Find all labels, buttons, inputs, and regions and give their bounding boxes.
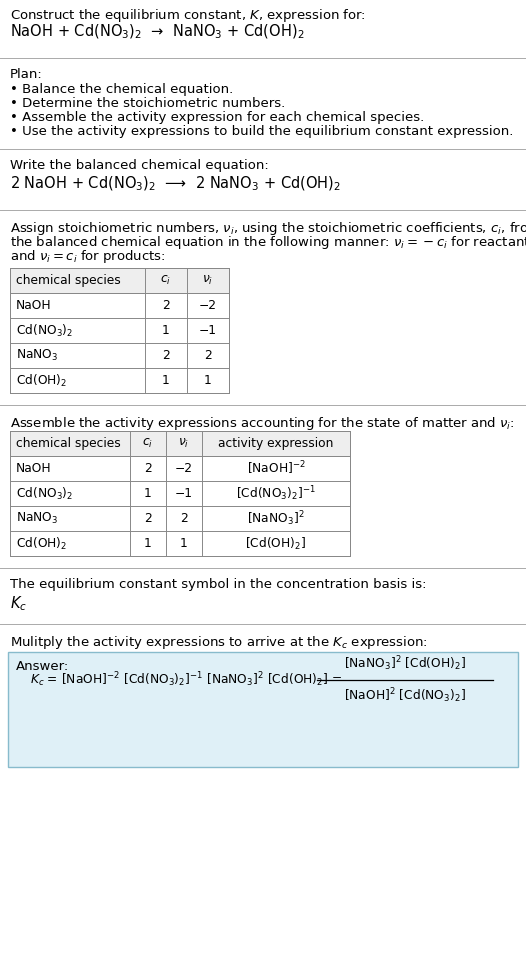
FancyBboxPatch shape xyxy=(8,652,518,767)
Text: NaNO$_3$: NaNO$_3$ xyxy=(16,348,58,363)
Text: activity expression: activity expression xyxy=(218,437,333,450)
Bar xyxy=(10,456,350,556)
Text: and $\nu_i = c_i$ for products:: and $\nu_i = c_i$ for products: xyxy=(10,248,166,265)
Text: −2: −2 xyxy=(175,462,193,475)
Text: $c_i$: $c_i$ xyxy=(143,437,154,450)
Text: −1: −1 xyxy=(175,487,193,500)
Text: [NaNO$_3$]$^2$ [Cd(OH)$_2$]: [NaNO$_3$]$^2$ [Cd(OH)$_2$] xyxy=(344,655,466,673)
Text: [NaNO$_3$]$^2$: [NaNO$_3$]$^2$ xyxy=(247,509,305,527)
Text: NaOH: NaOH xyxy=(16,462,52,475)
Text: • Use the activity expressions to build the equilibrium constant expression.: • Use the activity expressions to build … xyxy=(10,125,513,138)
Text: chemical species: chemical species xyxy=(16,437,121,450)
Text: 2: 2 xyxy=(162,299,170,312)
Text: 1: 1 xyxy=(204,374,212,387)
Text: $K_c$: $K_c$ xyxy=(10,594,27,613)
Text: chemical species: chemical species xyxy=(16,274,121,287)
Text: 2: 2 xyxy=(204,349,212,362)
Text: 1: 1 xyxy=(144,537,152,550)
Text: $K_c$ = [NaOH]$^{-2}$ [Cd(NO$_3$)$_2$]$^{-1}$ [NaNO$_3$]$^2$ [Cd(OH)$_2$] =: $K_c$ = [NaOH]$^{-2}$ [Cd(NO$_3$)$_2$]$^… xyxy=(30,670,342,690)
Text: −1: −1 xyxy=(199,324,217,337)
Text: Write the balanced chemical equation:: Write the balanced chemical equation: xyxy=(10,159,269,172)
Bar xyxy=(10,268,229,293)
Text: 2: 2 xyxy=(162,349,170,362)
Text: Mulitply the activity expressions to arrive at the $K_c$ expression:: Mulitply the activity expressions to arr… xyxy=(10,634,428,651)
Text: Assign stoichiometric numbers, $\nu_i$, using the stoichiometric coefficients, $: Assign stoichiometric numbers, $\nu_i$, … xyxy=(10,220,526,237)
Text: 2: 2 xyxy=(180,512,188,525)
Text: −2: −2 xyxy=(199,299,217,312)
Text: 1: 1 xyxy=(162,324,170,337)
Text: Cd(NO$_3$)$_2$: Cd(NO$_3$)$_2$ xyxy=(16,322,73,339)
Text: Construct the equilibrium constant, $K$, expression for:: Construct the equilibrium constant, $K$,… xyxy=(10,7,366,24)
Text: The equilibrium constant symbol in the concentration basis is:: The equilibrium constant symbol in the c… xyxy=(10,578,427,591)
Text: Cd(OH)$_2$: Cd(OH)$_2$ xyxy=(16,372,67,388)
Text: Cd(OH)$_2$: Cd(OH)$_2$ xyxy=(16,535,67,551)
Text: • Balance the chemical equation.: • Balance the chemical equation. xyxy=(10,83,233,96)
Text: $c_i$: $c_i$ xyxy=(160,274,171,287)
Bar xyxy=(10,431,350,456)
Bar xyxy=(10,293,229,393)
Text: • Determine the stoichiometric numbers.: • Determine the stoichiometric numbers. xyxy=(10,97,285,110)
Text: Cd(NO$_3$)$_2$: Cd(NO$_3$)$_2$ xyxy=(16,485,73,502)
Text: NaOH + Cd(NO$_3$)$_2$  →  NaNO$_3$ + Cd(OH)$_2$: NaOH + Cd(NO$_3$)$_2$ → NaNO$_3$ + Cd(OH… xyxy=(10,23,305,41)
Text: Assemble the activity expressions accounting for the state of matter and $\nu_i$: Assemble the activity expressions accoun… xyxy=(10,415,515,432)
Text: Answer:: Answer: xyxy=(16,660,69,673)
Text: [Cd(OH)$_2$]: [Cd(OH)$_2$] xyxy=(246,535,307,551)
Text: 2: 2 xyxy=(144,512,152,525)
Text: the balanced chemical equation in the following manner: $\nu_i = -c_i$ for react: the balanced chemical equation in the fo… xyxy=(10,234,526,251)
Text: 2 NaOH + Cd(NO$_3$)$_2$  ⟶  2 NaNO$_3$ + Cd(OH)$_2$: 2 NaOH + Cd(NO$_3$)$_2$ ⟶ 2 NaNO$_3$ + C… xyxy=(10,175,341,194)
Text: [NaOH]$^2$ [Cd(NO$_3$)$_2$]: [NaOH]$^2$ [Cd(NO$_3$)$_2$] xyxy=(344,687,466,706)
Text: 1: 1 xyxy=(180,537,188,550)
Text: [Cd(NO$_3$)$_2$]$^{-1}$: [Cd(NO$_3$)$_2$]$^{-1}$ xyxy=(236,484,316,503)
Text: • Assemble the activity expression for each chemical species.: • Assemble the activity expression for e… xyxy=(10,111,424,124)
Text: NaOH: NaOH xyxy=(16,299,52,312)
Text: $\nu_i$: $\nu_i$ xyxy=(178,437,189,450)
Text: $\nu_i$: $\nu_i$ xyxy=(203,274,214,287)
Text: [NaOH]$^{-2}$: [NaOH]$^{-2}$ xyxy=(247,459,306,478)
Text: 1: 1 xyxy=(144,487,152,500)
Text: 1: 1 xyxy=(162,374,170,387)
Text: Plan:: Plan: xyxy=(10,68,43,81)
Text: NaNO$_3$: NaNO$_3$ xyxy=(16,511,58,526)
Text: 2: 2 xyxy=(144,462,152,475)
